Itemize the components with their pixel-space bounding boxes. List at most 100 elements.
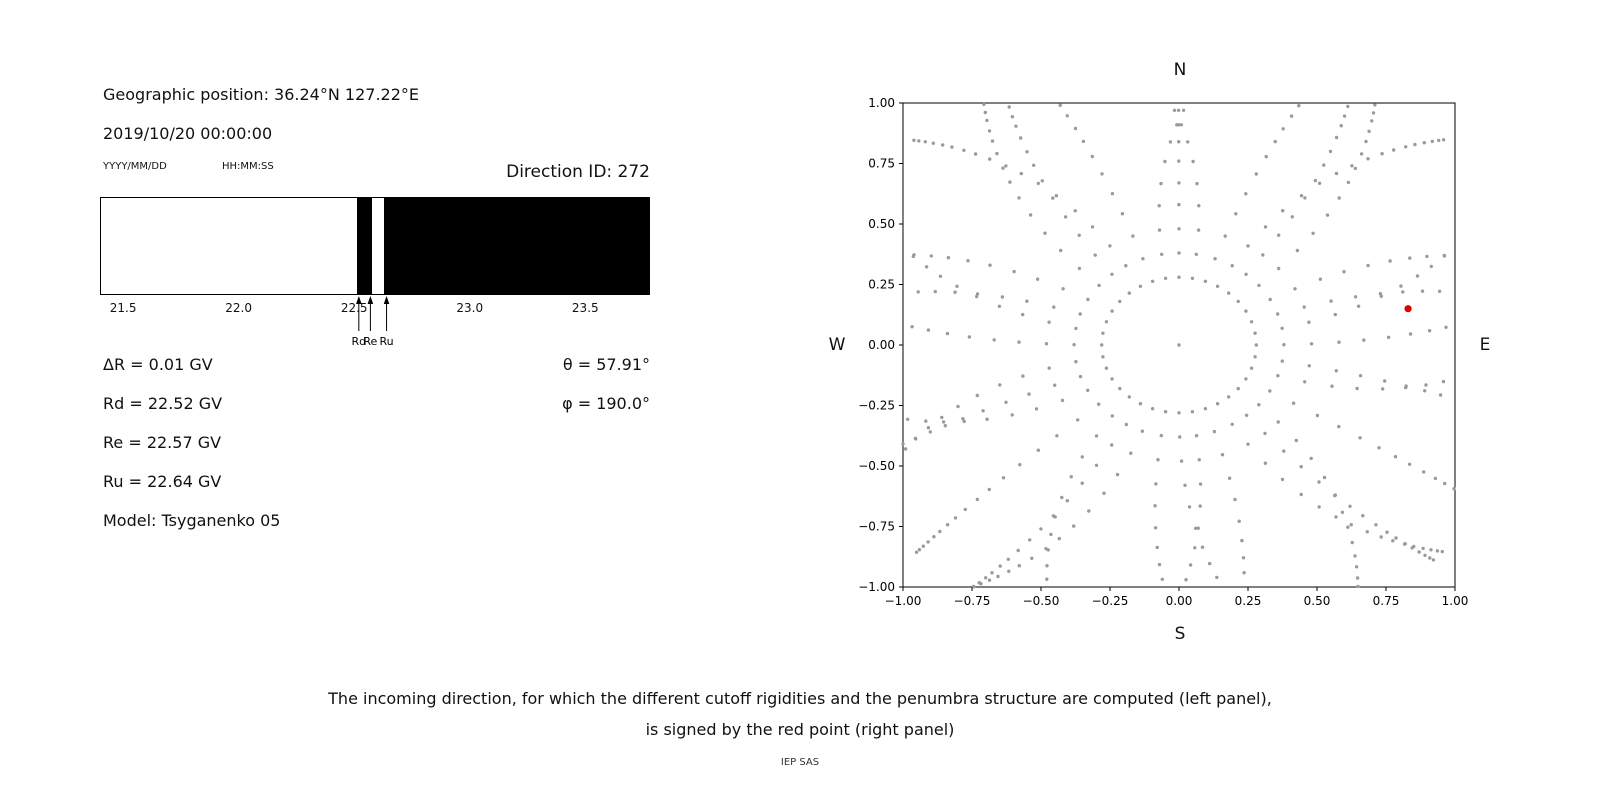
direction-dot [1333, 493, 1337, 498]
direction-dot [1017, 340, 1021, 344]
direction-dot [1280, 359, 1285, 363]
direction-dot [988, 263, 992, 267]
direction-dot [975, 294, 979, 299]
direction-dot [983, 110, 987, 115]
direction-dot [1249, 366, 1254, 370]
direction-dot [1063, 215, 1068, 219]
direction-dot [1052, 305, 1056, 309]
direction-dot [1104, 366, 1109, 370]
direction-dot [911, 254, 915, 259]
direction-dot [1299, 465, 1303, 469]
direction-dot [1303, 196, 1307, 200]
direction-dot [1060, 398, 1065, 403]
direction-dot [1257, 283, 1261, 288]
direction-dot [929, 254, 933, 258]
direction-dot [1337, 424, 1341, 429]
direction-dot [916, 290, 920, 294]
direction-dot [998, 383, 1002, 387]
direction-dot [1108, 244, 1112, 248]
direction-dot [1019, 136, 1023, 140]
direction-dot [1367, 129, 1371, 133]
direction-dot [1097, 402, 1101, 406]
direction-dot [1359, 152, 1364, 156]
direction-dot [1072, 524, 1076, 528]
direction-dot [1295, 248, 1300, 253]
cutoff-marker-label: Ru [379, 335, 393, 348]
direction-dot [1307, 364, 1312, 368]
compass-south-label: S [1174, 624, 1186, 644]
direction-dot [1159, 181, 1163, 186]
direction-dot [1317, 505, 1321, 509]
y-tick-label: −0.25 [858, 399, 895, 413]
direction-dot [1244, 309, 1248, 313]
direction-dot [1172, 108, 1177, 113]
direction-dot [1317, 181, 1322, 185]
direction-dot [1328, 149, 1333, 154]
direction-dot [1441, 379, 1446, 384]
direction-dot [1437, 289, 1442, 293]
direction-dot [1094, 463, 1099, 467]
direction-dot [1004, 164, 1008, 168]
direction-dot [1059, 248, 1063, 253]
direction-dot [1311, 231, 1315, 235]
direction-dot [1035, 277, 1040, 281]
direction-dot [1044, 342, 1049, 346]
direction-dot [1361, 514, 1365, 518]
direction-dot [1417, 550, 1421, 554]
direction-dot [1392, 148, 1396, 152]
direction-dot [1362, 338, 1366, 342]
cutoff-arrow-head [367, 296, 374, 304]
direction-dot [1364, 139, 1368, 144]
direction-dot [1177, 181, 1181, 185]
direction-dot [1268, 389, 1272, 393]
direction-dot [995, 151, 999, 156]
direction-dot [1276, 420, 1280, 424]
y-tick-label: 1.00 [868, 96, 895, 110]
rd-value: Rd = 22.52 GV [103, 394, 223, 413]
direction-dot [1076, 418, 1080, 422]
direction-dot [1337, 196, 1341, 200]
direction-dot [1196, 228, 1201, 232]
direction-dot [910, 325, 914, 329]
direction-dot [1065, 499, 1070, 503]
direction-dot [1177, 159, 1181, 163]
direction-dot [1349, 523, 1353, 527]
direction-dot [1160, 577, 1165, 581]
direction-dot [1045, 564, 1049, 568]
direction-dot [941, 143, 945, 147]
direction-dot [1197, 458, 1202, 462]
direction-dot [1423, 553, 1427, 557]
compass-north-label: N [1173, 60, 1187, 80]
direction-dot [1047, 320, 1051, 324]
direction-dot [946, 256, 951, 260]
direction-dot [1268, 297, 1272, 302]
datetime-value: 2019/10/20 00:00:00 [103, 124, 273, 143]
direction-dot [1424, 383, 1428, 387]
direction-dot [1039, 527, 1043, 531]
direction-dot [1086, 297, 1090, 302]
penumbra-x-tick-label: 23.5 [571, 301, 599, 315]
direction-dot [1355, 386, 1359, 391]
direction-dot [1110, 414, 1115, 418]
scatter-dots [901, 102, 1456, 589]
direction-dot [975, 292, 980, 296]
direction-dot [1184, 578, 1188, 582]
direction-dot [1435, 549, 1440, 553]
direction-dot [1086, 388, 1090, 392]
direction-dot [1442, 253, 1447, 258]
direction-dot [1129, 451, 1133, 455]
direction-dot [923, 140, 927, 144]
theta-value: θ = 57.91° [562, 355, 650, 374]
cutoff-marker-label: Re [363, 335, 377, 348]
direction-dot [988, 157, 992, 161]
direction-dot [1412, 544, 1416, 549]
direction-dot [912, 253, 916, 257]
direction-dot [1299, 194, 1304, 198]
direction-dot [992, 338, 996, 342]
direction-dot [1379, 535, 1383, 539]
direction-dot [1428, 556, 1432, 560]
direction-dot [941, 420, 946, 424]
direction-dot [1055, 434, 1059, 438]
direction-dot [1153, 504, 1157, 508]
direction-dot [1370, 119, 1374, 123]
